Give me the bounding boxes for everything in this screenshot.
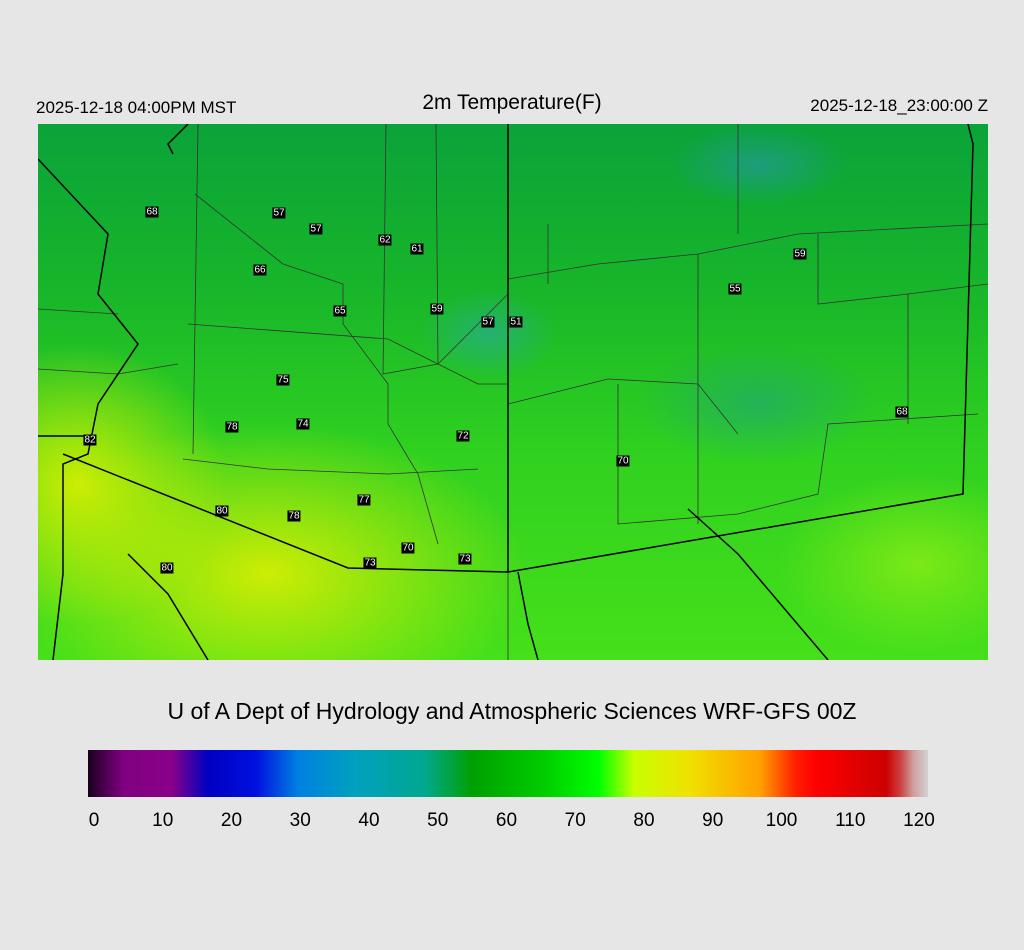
colorbar-tick-label: 100 (765, 810, 798, 831)
credit-line: U of A Dept of Hydrology and Atmospheric… (167, 698, 857, 724)
station-value: 77 (357, 494, 371, 506)
colorbar-tick-label: 50 (427, 810, 449, 831)
station-value: 55 (728, 283, 742, 295)
county-lines (38, 124, 988, 660)
station-value: 78 (287, 510, 301, 522)
station-value: 74 (296, 418, 310, 430)
colorbar-tick-label: 80 (633, 810, 655, 831)
colorbar-tick-label: 110 (835, 810, 866, 831)
state-lines (38, 124, 974, 660)
colorbar (88, 750, 928, 797)
valid-time: 2025-12-18_23:00:00 Z (810, 96, 988, 115)
station-value: 73 (458, 553, 472, 565)
station-value: 51 (509, 316, 523, 328)
colorbar-tick-label: 60 (495, 810, 518, 831)
colorbar-tick-label: 0 (88, 810, 100, 831)
colorbar-tick-label: 10 (152, 810, 174, 831)
station-value: 72 (456, 430, 470, 442)
colorbar-tick-label: 70 (564, 810, 586, 831)
boundaries (38, 124, 988, 660)
station-value: 70 (616, 455, 630, 467)
colorbar-tick-label: 120 (903, 810, 935, 831)
station-value: 68 (145, 206, 159, 218)
station-value: 59 (430, 303, 444, 315)
temperature-map: 68 57 57 62 61 66 65 59 57 51 55 59 75 78 74 72 82 70 68 77… (38, 124, 988, 660)
station-value: 80 (215, 505, 229, 517)
colorbar-tick-label: 90 (702, 810, 724, 831)
station-value: 62 (378, 234, 392, 246)
station-value: 57 (481, 316, 495, 328)
local-time: 2025-12-18 04:00PM MST (36, 98, 237, 117)
colorbar-tick-label: 20 (220, 810, 243, 831)
station-value: 75 (276, 374, 290, 386)
station-value: 59 (793, 248, 807, 260)
station-value: 70 (401, 542, 415, 554)
station-value: 80 (160, 562, 174, 574)
station-value: 57 (309, 223, 323, 235)
station-value: 66 (253, 264, 267, 276)
colorbar-tick-label: 40 (358, 810, 380, 831)
station-value: 57 (272, 207, 286, 219)
station-value: 65 (333, 305, 347, 317)
station-value: 61 (410, 243, 424, 255)
station-value: 78 (225, 421, 239, 433)
colorbar-tick-label: 30 (289, 810, 311, 831)
station-value: 82 (83, 434, 97, 446)
station-value: 68 (895, 406, 909, 418)
station-value: 73 (363, 557, 377, 569)
map-title: 2m Temperature(F) (422, 91, 602, 114)
